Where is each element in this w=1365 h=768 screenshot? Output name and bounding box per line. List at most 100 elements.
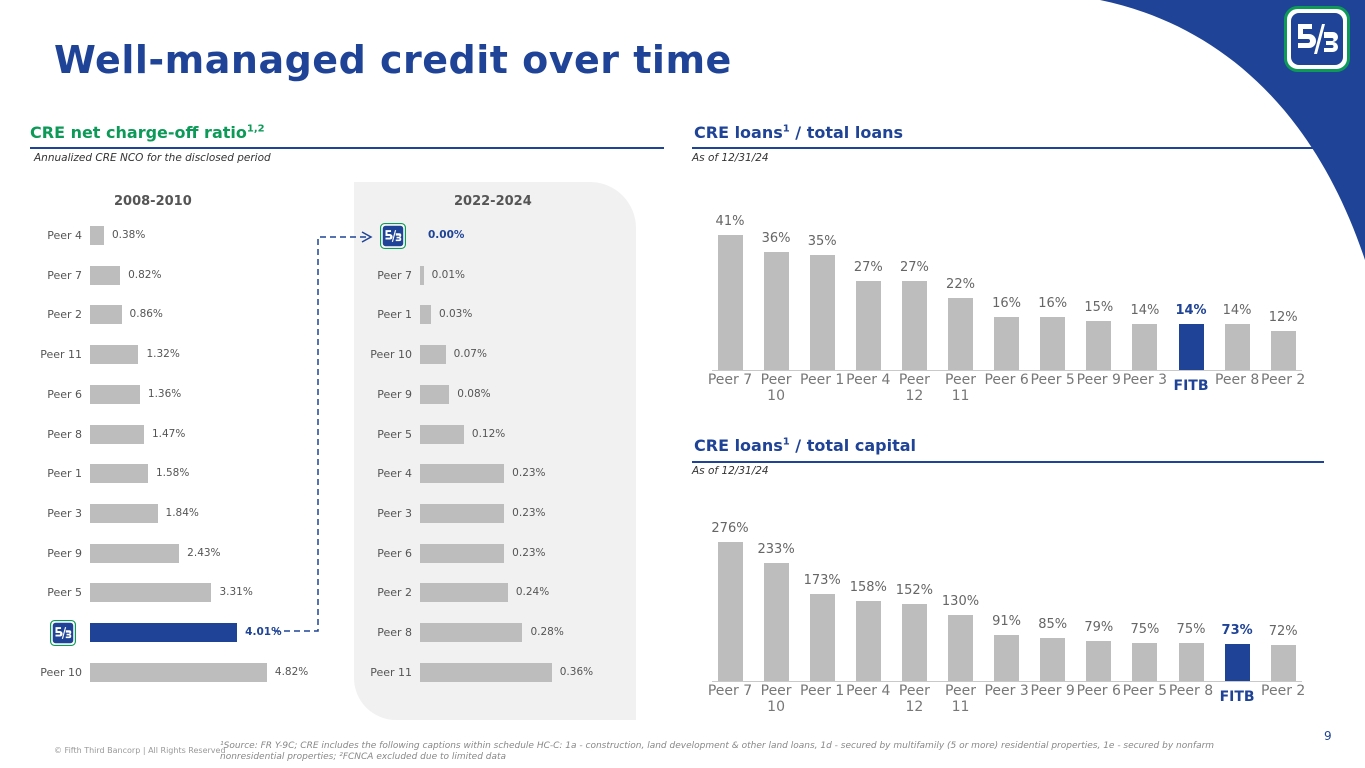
bar-value-label: 85% [1038, 617, 1068, 633]
bar [948, 297, 973, 370]
bar-value-label: 0.23% [512, 467, 546, 480]
bar-category-label: Peer 6 [47, 387, 82, 401]
bar-category-label: Peer 9 [47, 546, 82, 560]
bar-value-label: 16% [1038, 296, 1068, 312]
bar [90, 424, 144, 444]
bar-value-label: 1.36% [147, 387, 182, 400]
bar-category-label: FITB [1173, 378, 1209, 394]
bar [420, 345, 446, 365]
fifth-third-logo-icon [1284, 6, 1350, 72]
bar [1040, 317, 1066, 370]
bar-value-label: 14% [1130, 302, 1160, 318]
nco-divider [30, 147, 664, 149]
bar-category-label: Peer 1 [377, 308, 412, 322]
bar-value-label: 0.12% [471, 427, 506, 440]
fifth-third-logo-icon [50, 620, 76, 650]
bar [420, 543, 505, 563]
bar-value-label: 1.32% [146, 348, 180, 361]
bar-category-label: Peer 8 [47, 427, 82, 441]
bar-category-label: Peer 6 [1076, 683, 1121, 699]
bar [90, 464, 148, 484]
bar [90, 583, 212, 603]
bar [855, 601, 881, 681]
bar [1086, 641, 1112, 681]
bar [1224, 644, 1250, 681]
bar [90, 305, 122, 325]
bar-category-label: Peer 11 [945, 372, 976, 404]
bar-value-label: 1.84% [165, 506, 199, 519]
bar-value-label: 0.86% [129, 308, 163, 321]
page-title: Well-managed credit over time [54, 38, 732, 82]
bar [763, 251, 789, 370]
bar-value-label: 0.23% [512, 506, 546, 519]
nco-subtitle: Annualized CRE NCO for the disclosed per… [34, 152, 271, 164]
bar-value-label: 233% [757, 542, 795, 558]
bar-value-label: 27% [853, 260, 883, 276]
bar-value-label: 27% [899, 260, 929, 276]
bar-value-label: 4.82% [274, 665, 309, 678]
bar [994, 635, 1020, 681]
bar [420, 662, 552, 682]
bar-category-label: Peer 4 [47, 229, 82, 242]
bar-category-label: Peer 9 [1030, 683, 1075, 699]
x-axis-line [712, 681, 1302, 682]
page-number: 9 [1324, 729, 1332, 743]
bar [90, 503, 158, 523]
bar-category-label: Peer 5 [377, 427, 412, 441]
bar [994, 317, 1020, 370]
bar-value-label: 35% [807, 233, 837, 249]
bar-category-label: Peer 1 [47, 467, 82, 481]
bar [1270, 330, 1296, 370]
bar-category-label: Peer 9 [1076, 372, 1121, 388]
bar-value-label: 158% [849, 580, 887, 596]
bar [90, 345, 139, 365]
bar [420, 384, 450, 404]
bar-category-label: Peer 2 [1261, 372, 1306, 388]
bar [90, 265, 121, 285]
bar-category-label: Peer 7 [707, 683, 753, 699]
bar-category-label: Peer 11 [370, 665, 412, 679]
bar-category-label: FITB [1219, 689, 1255, 705]
bar [1224, 323, 1250, 370]
bar [855, 281, 881, 370]
bar-value-label: 0.07% [453, 348, 487, 361]
bar-category-label: Peer 8 [1214, 372, 1260, 388]
capital-chart-title: CRE loans1 / total capital [694, 436, 916, 455]
bar [420, 464, 505, 484]
bar [420, 265, 424, 285]
bar-category-label: Peer 8 [377, 626, 412, 639]
bar [420, 623, 523, 642]
bar-value-label: 12% [1268, 309, 1298, 325]
bar-value-label: 276% [711, 520, 749, 536]
bar-value-label: 16% [992, 296, 1022, 312]
bar-value-label: 0.36% [559, 665, 594, 678]
bar [90, 623, 238, 642]
bar-value-label: 0.24% [515, 586, 550, 599]
bar-category-label: Peer 8 [1168, 683, 1214, 699]
bar [1086, 320, 1112, 370]
bar-category-label: Peer 7 [377, 268, 412, 282]
bar-value-label: 22% [946, 276, 975, 292]
bar [420, 305, 431, 325]
bar [420, 583, 508, 603]
loans-subtitle: As of 12/31/24 [692, 152, 769, 164]
bar-value-label: 0.01% [431, 268, 466, 281]
footnote: ¹Source: FR Y-9C; CRE includes the follo… [220, 741, 1215, 762]
bar-value-label: 75% [1130, 622, 1160, 638]
bar [420, 503, 505, 523]
loans-divider [692, 147, 1324, 149]
period-title: 2022-2024 [454, 194, 532, 209]
bar-value-label: 14% [1222, 302, 1252, 318]
period-title: 2008-2010 [114, 194, 192, 209]
bar-value-label: 73% [1221, 623, 1253, 639]
bar-value-label: 79% [1084, 620, 1114, 636]
bar-category-label: Peer 1 [800, 683, 845, 699]
bar-category-label: Peer 5 [1030, 372, 1075, 388]
bar-category-label: Peer 3 [47, 506, 82, 520]
nco-chart-title: CRE net charge-off ratio1,2 [30, 123, 265, 142]
bar-value-label: 3.31% [219, 586, 253, 599]
capital-divider [692, 461, 1324, 463]
fifth-third-logo-icon [380, 223, 406, 253]
bar-category-label: Peer 2 [1261, 683, 1306, 699]
bar [809, 593, 835, 681]
